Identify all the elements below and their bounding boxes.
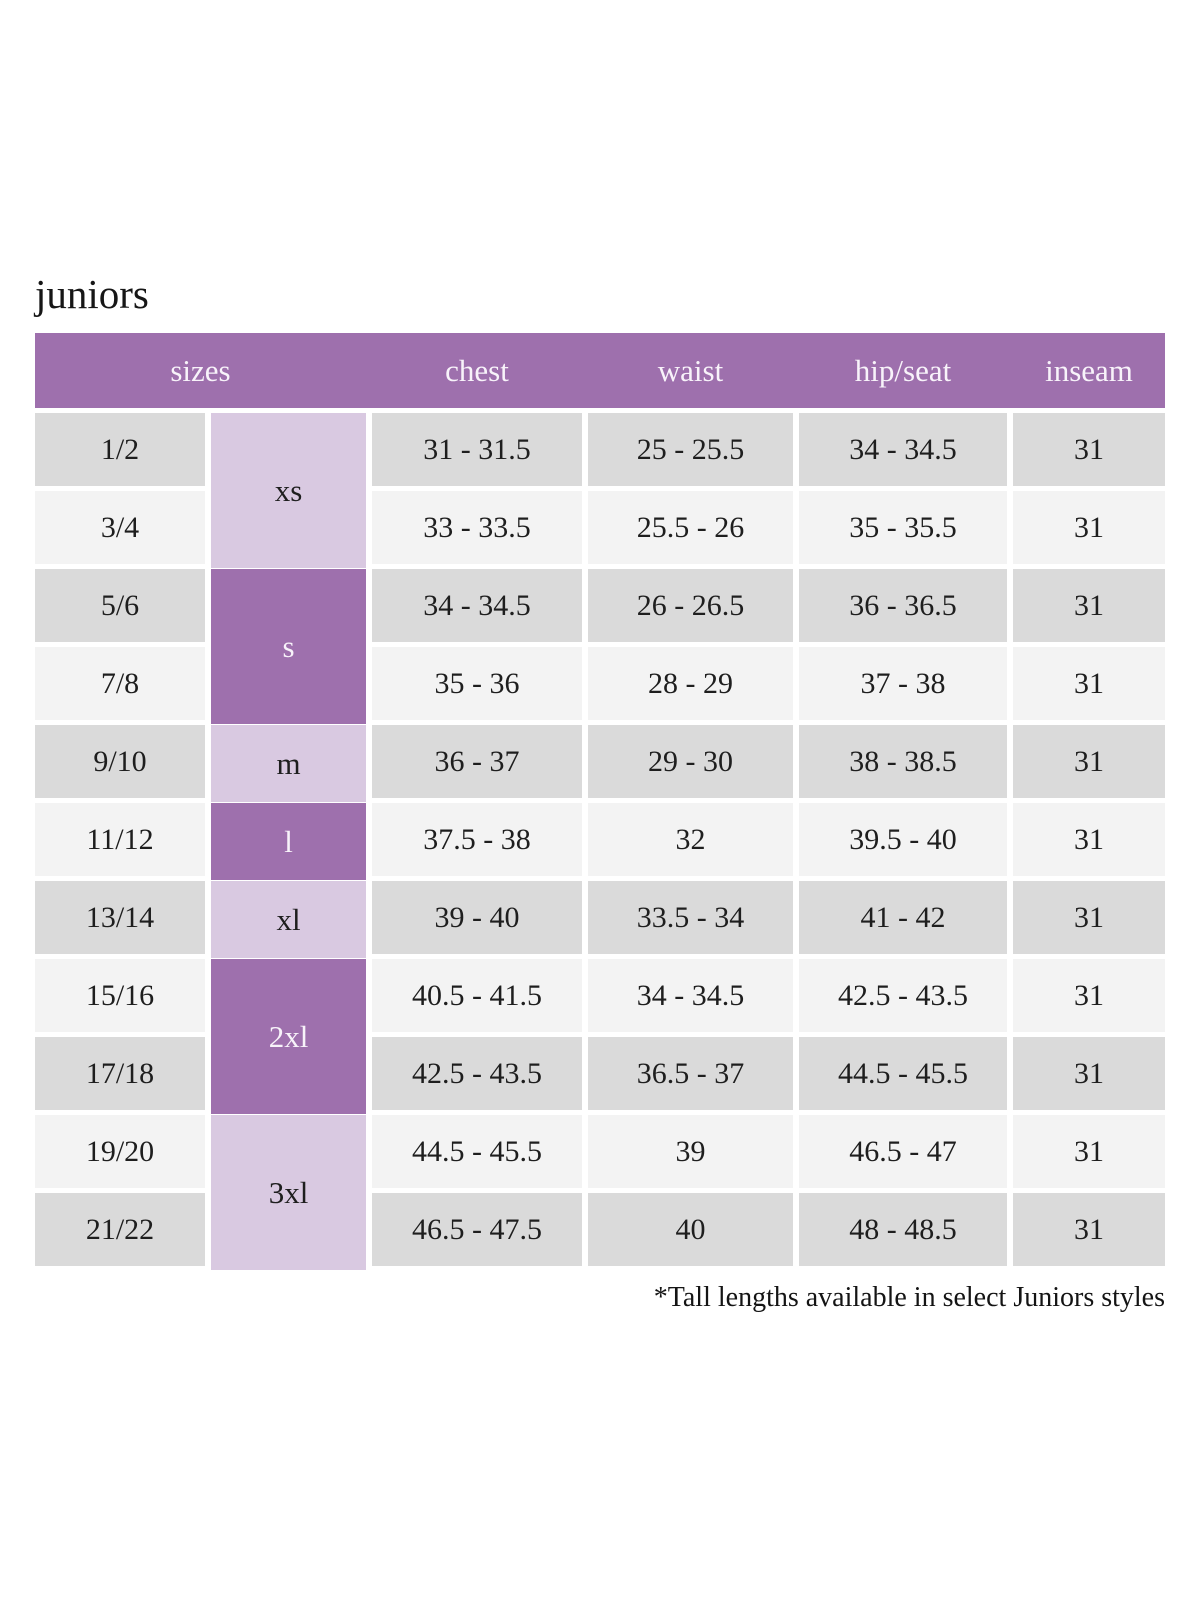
size-group-l: l <box>211 803 366 880</box>
size-group-xs: xs <box>211 413 366 568</box>
cell-size: 5/6 <box>35 569 205 642</box>
cell-inseam: 31 <box>1013 803 1165 876</box>
cell-size: 11/12 <box>35 803 205 876</box>
cell-size: 15/16 <box>35 959 205 1032</box>
cell-waist: 28 - 29 <box>588 647 793 720</box>
cell-waist: 39 <box>588 1115 793 1188</box>
cell-waist: 25.5 - 26 <box>588 491 793 564</box>
cell-waist: 29 - 30 <box>588 725 793 798</box>
size-group-label: 2xl <box>211 959 366 1114</box>
cell-size: 21/22 <box>35 1193 205 1266</box>
cell-inseam: 31 <box>1013 647 1165 720</box>
column-header-inseam: inseam <box>1045 352 1133 388</box>
cell-inseam: 31 <box>1013 491 1165 564</box>
cell-chest: 40.5 - 41.5 <box>372 959 582 1032</box>
size-group-m: m <box>211 725 366 802</box>
column-header-waist: waist <box>657 352 724 388</box>
cell-waist: 36.5 - 37 <box>588 1037 793 1110</box>
cell-hip-seat: 38 - 38.5 <box>799 725 1007 798</box>
cell-hip-seat: 46.5 - 47 <box>799 1115 1007 1188</box>
cell-chest: 42.5 - 43.5 <box>372 1037 582 1110</box>
size-group-label: xs <box>211 413 366 568</box>
cell-chest: 44.5 - 45.5 <box>372 1115 582 1188</box>
cell-hip-seat: 48 - 48.5 <box>799 1193 1007 1266</box>
juniors-size-table: sizes chest waist hip/seat inseam xs s m… <box>35 333 1165 1270</box>
cell-inseam: 31 <box>1013 569 1165 642</box>
cell-hip-seat: 44.5 - 45.5 <box>799 1037 1007 1110</box>
column-header-hip-seat: hip/seat <box>854 352 952 388</box>
cell-inseam: 31 <box>1013 959 1165 1032</box>
cell-hip-seat: 42.5 - 43.5 <box>799 959 1007 1032</box>
size-group-2xl: 2xl <box>211 959 366 1114</box>
cell-inseam: 31 <box>1013 1037 1165 1110</box>
cell-chest: 33 - 33.5 <box>372 491 582 564</box>
size-group-s: s <box>211 569 366 724</box>
cell-size: 17/18 <box>35 1037 205 1110</box>
cell-waist: 25 - 25.5 <box>588 413 793 486</box>
size-group-3xl: 3xl <box>211 1115 366 1270</box>
size-group-label: 3xl <box>211 1115 366 1270</box>
cell-chest: 35 - 36 <box>372 647 582 720</box>
cell-hip-seat: 41 - 42 <box>799 881 1007 954</box>
cell-waist: 40 <box>588 1193 793 1266</box>
cell-size: 7/8 <box>35 647 205 720</box>
cell-inseam: 31 <box>1013 413 1165 486</box>
cell-waist: 32 <box>588 803 793 876</box>
cell-hip-seat: 34 - 34.5 <box>799 413 1007 486</box>
size-group-label: m <box>211 725 366 802</box>
cell-chest: 39 - 40 <box>372 881 582 954</box>
size-group-label: xl <box>211 881 366 958</box>
cell-size: 19/20 <box>35 1115 205 1188</box>
cell-waist: 34 - 34.5 <box>588 959 793 1032</box>
cell-hip-seat: 36 - 36.5 <box>799 569 1007 642</box>
cell-hip-seat: 39.5 - 40 <box>799 803 1007 876</box>
column-header-chest: chest <box>445 352 509 388</box>
cell-hip-seat: 37 - 38 <box>799 647 1007 720</box>
cell-hip-seat: 35 - 35.5 <box>799 491 1007 564</box>
cell-size: 1/2 <box>35 413 205 486</box>
size-group-xl: xl <box>211 881 366 958</box>
size-group-label: s <box>211 569 366 724</box>
size-group-label: l <box>211 803 366 880</box>
cell-chest: 34 - 34.5 <box>372 569 582 642</box>
cell-inseam: 31 <box>1013 725 1165 798</box>
table-header-row: sizes chest waist hip/seat inseam <box>35 333 1165 408</box>
cell-chest: 46.5 - 47.5 <box>372 1193 582 1266</box>
cell-size: 3/4 <box>35 491 205 564</box>
cell-inseam: 31 <box>1013 1193 1165 1266</box>
column-header-sizes: sizes <box>170 352 231 388</box>
page-title: juniors <box>35 271 149 317</box>
cell-chest: 37.5 - 38 <box>372 803 582 876</box>
tall-lengths-footnote: *Tall lengths available in select Junior… <box>653 1282 1165 1313</box>
cell-size: 9/10 <box>35 725 205 798</box>
cell-chest: 31 - 31.5 <box>372 413 582 486</box>
cell-chest: 36 - 37 <box>372 725 582 798</box>
cell-waist: 33.5 - 34 <box>588 881 793 954</box>
cell-waist: 26 - 26.5 <box>588 569 793 642</box>
cell-size: 13/14 <box>35 881 205 954</box>
cell-inseam: 31 <box>1013 881 1165 954</box>
cell-inseam: 31 <box>1013 1115 1165 1188</box>
